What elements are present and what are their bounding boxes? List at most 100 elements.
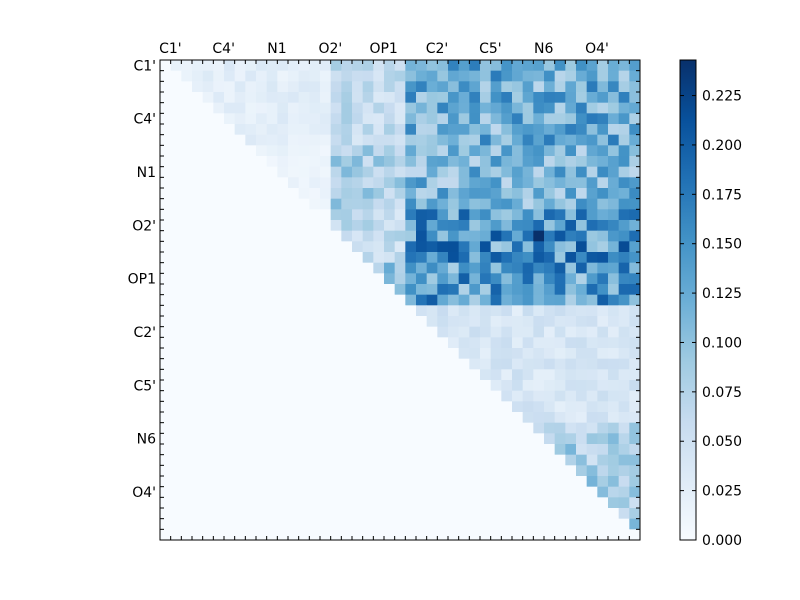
- heatmap-cell: [362, 60, 374, 72]
- heatmap-cell: [405, 220, 417, 232]
- heatmap-cell: [586, 209, 598, 221]
- heatmap-cell: [288, 401, 300, 413]
- heatmap-cell: [192, 476, 204, 488]
- heatmap-cell: [416, 92, 428, 104]
- heatmap-cell: [554, 422, 566, 434]
- heatmap-cell: [426, 209, 438, 221]
- heatmap-cell: [405, 166, 417, 178]
- heatmap-cell: [629, 102, 641, 114]
- heatmap-cell: [522, 294, 534, 306]
- heatmap-cell: [480, 305, 492, 317]
- heatmap-cell: [533, 252, 545, 264]
- heatmap-cell: [192, 305, 204, 317]
- heatmap-cell: [597, 81, 609, 93]
- heatmap-cell: [352, 156, 364, 168]
- heatmap-cell: [234, 326, 246, 338]
- heatmap-cell: [522, 433, 534, 445]
- heatmap-cell: [256, 316, 268, 328]
- heatmap-cell: [245, 60, 257, 72]
- heatmap-cell: [437, 198, 449, 210]
- x-tick-labels: C1' C4' N1 O2' OP1 C2' C5' N6 O4': [159, 41, 609, 57]
- heatmap-cell: [544, 70, 556, 82]
- heatmap-cell: [618, 390, 630, 402]
- heatmap-cell: [597, 529, 609, 541]
- heatmap-cell: [320, 102, 332, 114]
- heatmap-cell: [202, 198, 214, 210]
- heatmap-cell: [469, 284, 481, 296]
- heatmap-cell: [416, 358, 428, 370]
- heatmap-cell: [458, 273, 470, 285]
- heatmap-cell: [458, 209, 470, 221]
- heatmap-cell: [405, 60, 417, 72]
- heatmap-cell: [394, 316, 406, 328]
- heatmap-cell: [426, 369, 438, 381]
- heatmap-cell: [501, 262, 513, 274]
- heatmap-cell: [544, 326, 556, 338]
- heatmap-cell: [522, 401, 534, 413]
- heatmap-cell: [288, 422, 300, 434]
- heatmap-cell: [416, 124, 428, 136]
- heatmap-cell: [224, 102, 236, 114]
- heatmap-cell: [330, 486, 342, 498]
- heatmap-cell: [373, 220, 385, 232]
- heatmap-cell: [245, 113, 257, 125]
- heatmap-cell: [405, 241, 417, 253]
- heatmap-cell: [160, 433, 172, 445]
- heatmap-cell: [576, 454, 588, 466]
- heatmap-cell: [597, 230, 609, 242]
- heatmap-cell: [437, 433, 449, 445]
- heatmap-cell: [608, 444, 620, 456]
- heatmap-cell: [458, 134, 470, 146]
- heatmap-cell: [565, 177, 577, 189]
- heatmap-cell: [458, 113, 470, 125]
- heatmap-cell: [309, 369, 321, 381]
- heatmap-cell: [586, 198, 598, 210]
- heatmap-cell: [533, 497, 545, 509]
- heatmap-cell: [320, 230, 332, 242]
- heatmap-cell: [448, 412, 460, 424]
- heatmap-cell: [330, 390, 342, 402]
- heatmap-cell: [309, 380, 321, 392]
- heatmap-cell: [629, 252, 641, 264]
- heatmap-cell: [394, 369, 406, 381]
- heatmap-cell: [373, 145, 385, 157]
- heatmap-cell: [576, 497, 588, 509]
- heatmap-cell: [576, 156, 588, 168]
- heatmap-cell: [565, 70, 577, 82]
- heatmap-cell: [384, 166, 396, 178]
- heatmap-cell: [224, 433, 236, 445]
- heatmap-cell: [480, 262, 492, 274]
- heatmap-cell: [298, 508, 310, 520]
- heatmap-cell: [416, 380, 428, 392]
- heatmap-cell: [352, 209, 364, 221]
- heatmap-cell: [426, 166, 438, 178]
- heatmap-cell: [224, 369, 236, 381]
- heatmap-cell: [480, 188, 492, 200]
- heatmap-cell: [458, 358, 470, 370]
- heatmap-cell: [394, 60, 406, 72]
- heatmap-cell: [234, 294, 246, 306]
- heatmap-cell: [192, 177, 204, 189]
- heatmap-cell: [597, 124, 609, 136]
- heatmap-cell: [629, 422, 641, 434]
- heatmap-cell: [576, 252, 588, 264]
- heatmap-cell: [160, 294, 172, 306]
- heatmap-cell: [384, 102, 396, 114]
- heatmap-cell: [544, 273, 556, 285]
- heatmap-cell: [512, 145, 524, 157]
- heatmap-cell: [426, 433, 438, 445]
- heatmap-cell: [533, 390, 545, 402]
- heatmap-cell: [576, 60, 588, 72]
- heatmap-cell: [576, 412, 588, 424]
- heatmap-cell: [298, 454, 310, 466]
- heatmap-cell: [288, 337, 300, 349]
- heatmap-cell: [373, 444, 385, 456]
- heatmap-cell: [277, 220, 289, 232]
- heatmap-cell: [202, 518, 214, 530]
- y-tick-label: O4': [132, 485, 156, 501]
- heatmap-cell: [320, 60, 332, 72]
- heatmap-cell: [256, 70, 268, 82]
- heatmap-cell: [469, 188, 481, 200]
- heatmap-cell: [277, 369, 289, 381]
- heatmap-cell: [256, 166, 268, 178]
